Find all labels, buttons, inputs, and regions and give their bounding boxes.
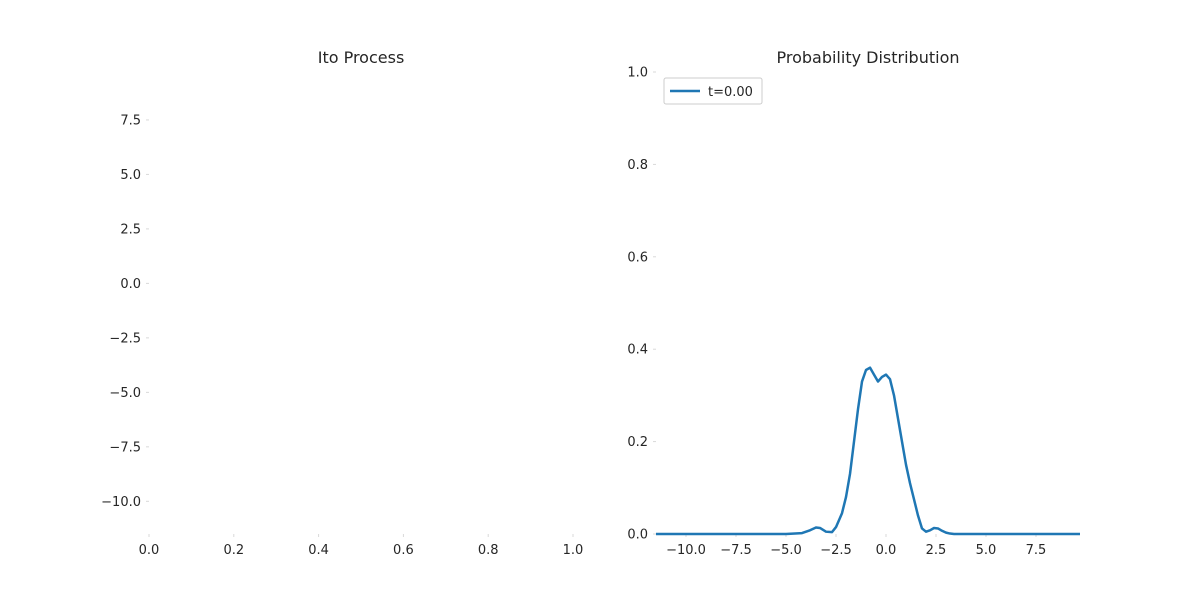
ito-process-x-tick-label: 0.8 — [478, 543, 499, 558]
probability-distribution-y-tick-label: 0.4 — [627, 343, 648, 358]
legend-box — [663, 77, 763, 105]
probability-distribution-title: Probability Distribution — [776, 48, 959, 67]
ito-process-y-tick-label: −7.5 — [109, 440, 141, 455]
ito-process-chart: Ito Process −10.0 −7.5 −5.0 −2.5 0.0 2.5 5.0 7.… — [101, 48, 583, 558]
ito-process-x-tick-label: 1.0 — [563, 543, 584, 558]
ito-process-x-axis: 0.0 0.2 0.4 0.6 0.8 1.0 — [139, 534, 584, 558]
ito-process-x-tick-label: 0.0 — [139, 543, 160, 558]
probability-distribution-y-axis: 0.0 0.2 0.4 0.6 0.8 1.0 — [627, 66, 656, 543]
probability-distribution-x-tick-label: −10.0 — [666, 543, 706, 558]
ito-process-x-tick-label: 0.2 — [223, 543, 244, 558]
probability-distribution-y-tick-label: 0.8 — [627, 158, 648, 173]
ito-process-title: Ito Process — [318, 48, 405, 67]
probability-distribution-x-tick-label: 2.5 — [926, 543, 947, 558]
probability-distribution-x-tick-label: −5.0 — [770, 543, 802, 558]
probability-distribution-x-tick-label: −2.5 — [820, 543, 852, 558]
probability-distribution-x-tick-label: 7.5 — [1026, 543, 1047, 558]
probability-distribution-y-tick-label: 0.6 — [627, 250, 648, 265]
legend-entry-label: t=0.00 — [708, 85, 753, 100]
probability-distribution-x-tick-label: −7.5 — [720, 543, 752, 558]
probability-distribution-plot-area — [656, 366, 1080, 536]
probability-distribution-chart: Probability Distribution 0.0 0.2 0.4 0.6 0.8… — [627, 48, 1080, 558]
probability-distribution-x-axis: −10.0 −7.5 −5.0 −2.5 0.0 2.5 5.0 7.5 — [666, 534, 1046, 558]
chart-legend: t=0.00 — [663, 77, 763, 105]
ito-process-y-tick-label: −5.0 — [109, 386, 141, 401]
ito-process-y-tick-label: 5.0 — [120, 168, 141, 183]
probability-distribution-series-line-0 — [656, 366, 1080, 536]
ito-process-y-tick-label: 2.5 — [120, 222, 141, 237]
probability-distribution-x-tick-label: 0.0 — [876, 543, 897, 558]
ito-process-y-tick-label: 0.0 — [120, 277, 141, 292]
ito-process-y-tick-label: 7.5 — [120, 113, 141, 128]
ito-process-y-tick-label: −2.5 — [109, 331, 141, 346]
probability-distribution-x-tick-label: 5.0 — [976, 543, 997, 558]
probability-distribution-y-tick-label: 0.0 — [627, 528, 648, 543]
ito-process-x-tick-label: 0.4 — [308, 543, 329, 558]
probability-distribution-y-tick-label: 1.0 — [627, 66, 648, 81]
ito-process-y-axis: −10.0 −7.5 −5.0 −2.5 0.0 2.5 5.0 7.5 — [101, 113, 149, 510]
ito-process-y-tick-label: −10.0 — [101, 495, 141, 510]
probability-distribution-y-tick-label: 0.2 — [627, 435, 648, 450]
ito-process-x-tick-label: 0.6 — [393, 543, 414, 558]
